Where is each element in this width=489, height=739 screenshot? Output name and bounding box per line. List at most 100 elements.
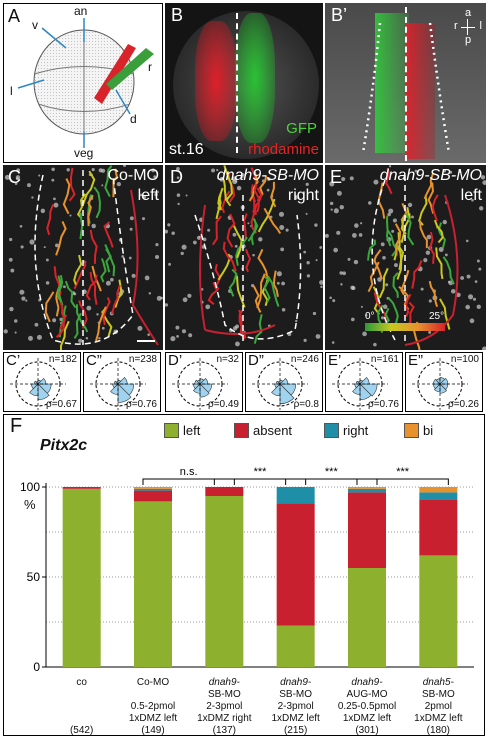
panel-e-label: E [330, 167, 343, 187]
bar-segment-left [62, 488, 101, 667]
panel-d-label: D [170, 167, 183, 187]
bar-segment-bi [134, 487, 172, 489]
legend-item-right: right [324, 423, 368, 438]
x-label-line: co [76, 677, 87, 688]
color-scale-bar [365, 323, 445, 331]
bar-segment-left [348, 568, 386, 667]
rose-sector [433, 383, 441, 393]
panel-e: 0° 25° E dnah9-SB-MO left [325, 165, 486, 350]
panel-e-title: dnah9-SB-MO [379, 167, 482, 184]
bar-segment-right [276, 487, 315, 504]
panel-f-label: F [10, 415, 23, 437]
bar-segment-absent [276, 503, 315, 626]
rose-plot: C” n=238 ρ=0.76 [83, 352, 161, 412]
significance-bracket [213, 478, 307, 485]
rose-n: n=182 [48, 354, 77, 365]
panel-d-side: right [287, 187, 319, 204]
legend-label: right [343, 423, 369, 438]
x-label-line: Co-MO [136, 677, 170, 688]
legend-swatch [404, 423, 419, 438]
outline-d [194, 195, 302, 345]
x-label-n: (301) [355, 725, 379, 736]
axis-label-d: d [130, 112, 137, 126]
bar-segment-left [419, 555, 458, 667]
rose-diagram [90, 358, 146, 410]
stage-label: st.16 [169, 141, 204, 158]
x-label-line: 2-3pmol [277, 701, 314, 712]
legend-label: bi [423, 423, 434, 438]
x-label-line: 1xDMZ left [271, 713, 320, 724]
x-label-line: 2pmol [424, 701, 452, 712]
axis-label-l: l [10, 84, 13, 98]
x-category-label: dnah9- AUG-MO 0.25-0.5pmol 1xDMZ left (301) [327, 677, 407, 736]
y-tick-label: 100 [20, 480, 40, 494]
rose-diagram [252, 358, 308, 410]
x-category-label: dnah9- SB-MO 2-3pmol 1xDMZ left (215) [256, 677, 336, 736]
axis-label-an: an [74, 4, 88, 18]
rhodamine-signal [195, 21, 237, 141]
rose-label: E’ [328, 352, 342, 369]
rose-n: n=32 [216, 354, 239, 365]
cilia-tracks-c [3, 165, 163, 350]
legend-swatch [234, 423, 249, 438]
rose-plot: D’ n=32 ρ=0.49 [165, 352, 243, 412]
rose-n: n=238 [128, 354, 157, 365]
panel-c-title: Co-MO [107, 167, 159, 184]
cilia-tracks-e [325, 165, 486, 350]
rose-rho: ρ=0.67 [46, 399, 77, 410]
rose-plot: E” n=100 ρ=0.26 [405, 352, 483, 412]
bar-segment-right [348, 488, 386, 493]
rose-diagram [332, 358, 388, 410]
midline-prime [405, 7, 407, 161]
rose-diagram [412, 358, 468, 410]
rose-rho: ρ=0.76 [126, 399, 157, 410]
significance-label: *** [325, 466, 339, 478]
scale-max-label: 25° [429, 311, 445, 322]
x-label-line: SB-MO [207, 689, 241, 700]
x-label-n: (542) [69, 725, 94, 736]
rose-label: D’ [168, 352, 183, 369]
panel-e-side: left [460, 187, 482, 204]
bar-segment-left [205, 496, 244, 667]
rose-diagram [10, 358, 66, 410]
bar-segment-bi [348, 487, 386, 489]
rose-sector [199, 383, 210, 398]
scale-min-label: 0° [365, 311, 375, 322]
legend-swatch [324, 423, 339, 438]
x-label-line: SB-MO [279, 689, 313, 700]
outline-c [34, 170, 159, 346]
y-tick-label: 0 [33, 660, 40, 674]
compass: a r l p [454, 7, 482, 46]
rose-rho: ρ=0.26 [448, 399, 479, 410]
rose-rho: ρ=0.76 [368, 399, 399, 410]
legend-item-left: left [164, 423, 200, 438]
rose-label: C” [86, 352, 102, 369]
x-label-line: 1xDMZ left [414, 713, 463, 724]
rose-diagram [172, 358, 228, 410]
x-label-line: 1xDMZ right [197, 713, 252, 724]
panel-c: C Co-MO left [3, 165, 163, 350]
rose-n: n=161 [370, 354, 399, 365]
gfp-signal [235, 13, 275, 143]
x-label-line: 1xDMZ left [342, 713, 392, 724]
x-label-line: AUG-MO [346, 689, 388, 700]
x-category-label: Co-MO 0.5-2pmol 1xDMZ left (149) [113, 677, 193, 736]
midline [236, 13, 238, 153]
bar-segment-left [276, 625, 315, 667]
bar-segment-absent [348, 492, 386, 568]
panel-d: D dnah9-SB-MO right [165, 165, 323, 350]
x-label-line: 0.25-0.5pmol [337, 701, 397, 712]
panel-a: A an v l r d veg [3, 3, 163, 163]
stacked-bar-chart: 0 50 100 n.s. *** *** *** [20, 466, 474, 674]
rose-rho: ρ=0.49 [208, 399, 239, 410]
x-label-n: (149) [141, 725, 165, 736]
x-label-n: (215) [283, 725, 308, 736]
significance-bracket [356, 478, 449, 485]
panel-b-prime-label: B’ [331, 5, 348, 25]
legend-item-bi: bi [404, 423, 433, 438]
panel-b-prime: B’ a r l p [325, 3, 486, 163]
bar-segment-bi [419, 487, 458, 493]
x-category-label: dnah9- SB-MO 2-3pmol 1xDMZ right (137) [184, 677, 264, 736]
x-category-label: co (542) [42, 677, 122, 736]
rose-plot: C’ n=182 ρ=0.67 [3, 352, 81, 412]
